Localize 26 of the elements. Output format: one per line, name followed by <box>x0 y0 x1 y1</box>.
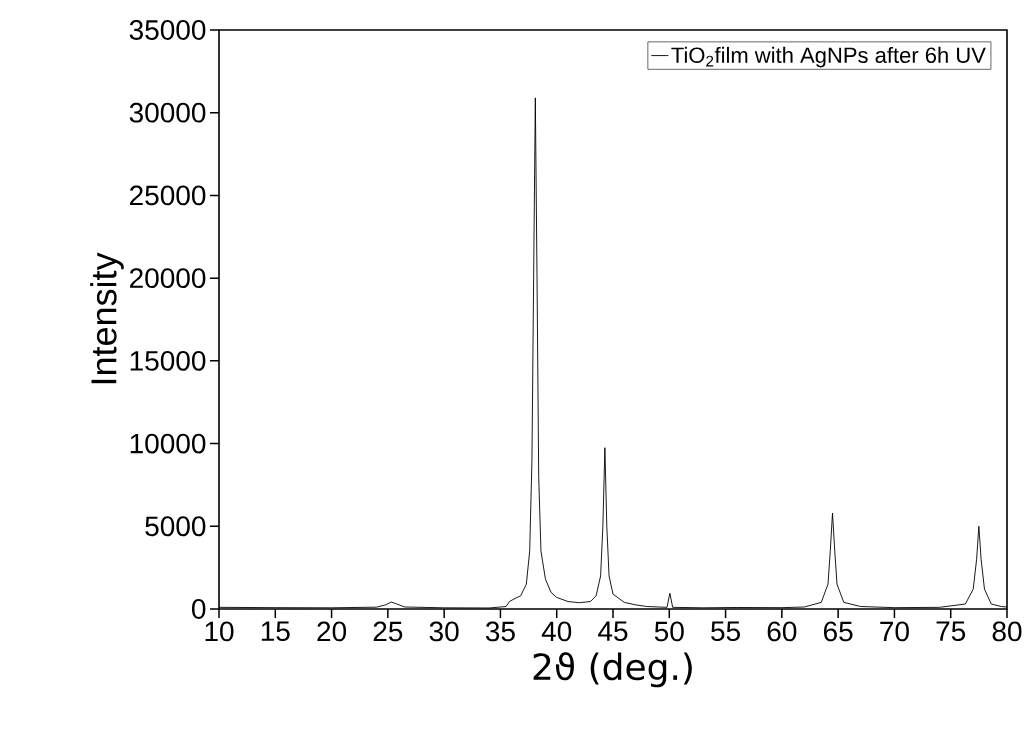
x-tick-label: 40 <box>541 621 572 642</box>
y-tick-label: 10000 <box>130 433 206 454</box>
x-tick-label: 20 <box>317 621 347 642</box>
y-tick-label: 0 <box>192 599 206 619</box>
x-tick-label: 35 <box>485 621 515 642</box>
y-tick-label: 5000 <box>145 516 206 537</box>
x-tick-label: 65 <box>824 621 853 642</box>
x-tick-label: 30 <box>429 621 459 642</box>
x-tick-label: 80 <box>992 621 1022 642</box>
x-tick-label: 70 <box>880 621 909 642</box>
legend-label: TiO$_{2}$film with AgNPs after 6h UV <box>671 46 986 68</box>
y-tick-label: 15000 <box>130 350 206 371</box>
x-tick-label: 75 <box>936 621 966 642</box>
y-tick-label: 30000 <box>129 102 206 123</box>
y-tick-label: 35000 <box>129 20 206 40</box>
x-tick-label: 45 <box>598 621 628 642</box>
y-tick-label: 25000 <box>130 185 206 206</box>
x-tick-label: 25 <box>373 621 403 642</box>
x-axis-title: 2ϑ (deg.) <box>533 652 692 688</box>
y-axis-title: Intensity <box>90 252 124 384</box>
x-tick-label: 15 <box>261 621 290 642</box>
x-tick-label: 50 <box>654 621 684 642</box>
x-tick-label: 55 <box>711 621 740 642</box>
x-tick-label: 10 <box>205 621 234 642</box>
x-tick-label: 60 <box>767 621 797 642</box>
y-tick-label: 20000 <box>130 268 206 289</box>
